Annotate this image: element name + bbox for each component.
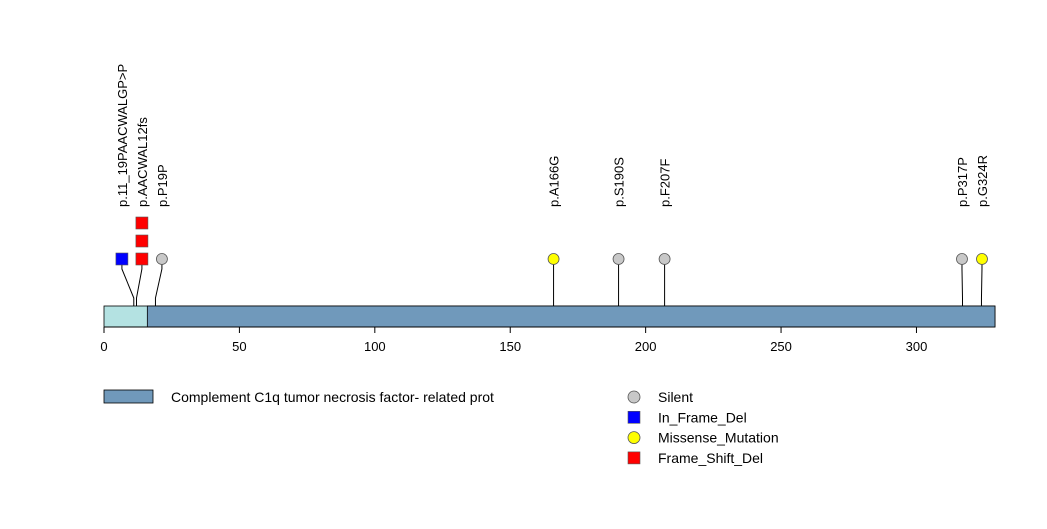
mutation-marker [547, 253, 560, 265]
protein-track [103, 305, 996, 328]
type-legend-label: Missense_Mutation [658, 430, 779, 446]
x-tick-label: 150 [499, 339, 521, 354]
mutation-marker [135, 252, 149, 266]
x-tick-label: 200 [635, 339, 657, 354]
mutation-marker [156, 253, 168, 265]
mutation-label: p.A166G [547, 156, 562, 207]
domain-legend-label: Complement C1q tumor necrosis factor- re… [171, 389, 494, 405]
type-legend-marker [627, 451, 641, 465]
x-tick-label: 300 [906, 339, 928, 354]
type-legend-label: Frame_Shift_Del [658, 450, 763, 466]
type-legend-label: In_Frame_Del [658, 409, 747, 425]
mutation-marker [956, 253, 968, 265]
type-legend-marker [627, 431, 641, 445]
mutation-label: p.11_19PAACWALGP>P [115, 64, 130, 207]
type-legend-marker [627, 410, 641, 424]
mutation-label: p.F207F [658, 159, 673, 207]
mutation-type-legend: Silent In_Frame_Del Missense_Mutation Frame… [627, 389, 779, 466]
mutation-label: p.P19P [155, 164, 170, 207]
type-legend-marker [627, 390, 641, 404]
mutation-marker [135, 216, 149, 230]
x-tick-label: 100 [364, 339, 386, 354]
mutation-markers [115, 216, 988, 266]
x-tick-label: 50 [232, 339, 246, 354]
domain-legend: Complement C1q tumor necrosis factor- re… [103, 389, 494, 405]
type-legend-label: Silent [658, 389, 693, 405]
mutation-marker [612, 253, 625, 265]
domain-legend-swatch [103, 389, 154, 404]
protein-domain [146, 305, 996, 328]
mutation-label: p.AACWAL12fs [135, 117, 150, 207]
mutation-marker [115, 252, 129, 266]
mutation-marker [135, 234, 149, 248]
mutation-label: p.S190S [612, 157, 627, 207]
x-axis: 0 50 100 150 200 250 300 [100, 326, 928, 354]
mutation-labels: p.11_19PAACWALGP>P p.AACWAL12fs p.P19P p.A1… [115, 64, 990, 207]
mutation-label: p.G324R [975, 155, 990, 207]
x-tick-label: 0 [100, 339, 107, 354]
mutation-marker [976, 253, 988, 265]
mutation-marker [658, 253, 671, 265]
mutation-label: p.P317P [955, 157, 970, 207]
x-tick-label: 250 [770, 339, 792, 354]
